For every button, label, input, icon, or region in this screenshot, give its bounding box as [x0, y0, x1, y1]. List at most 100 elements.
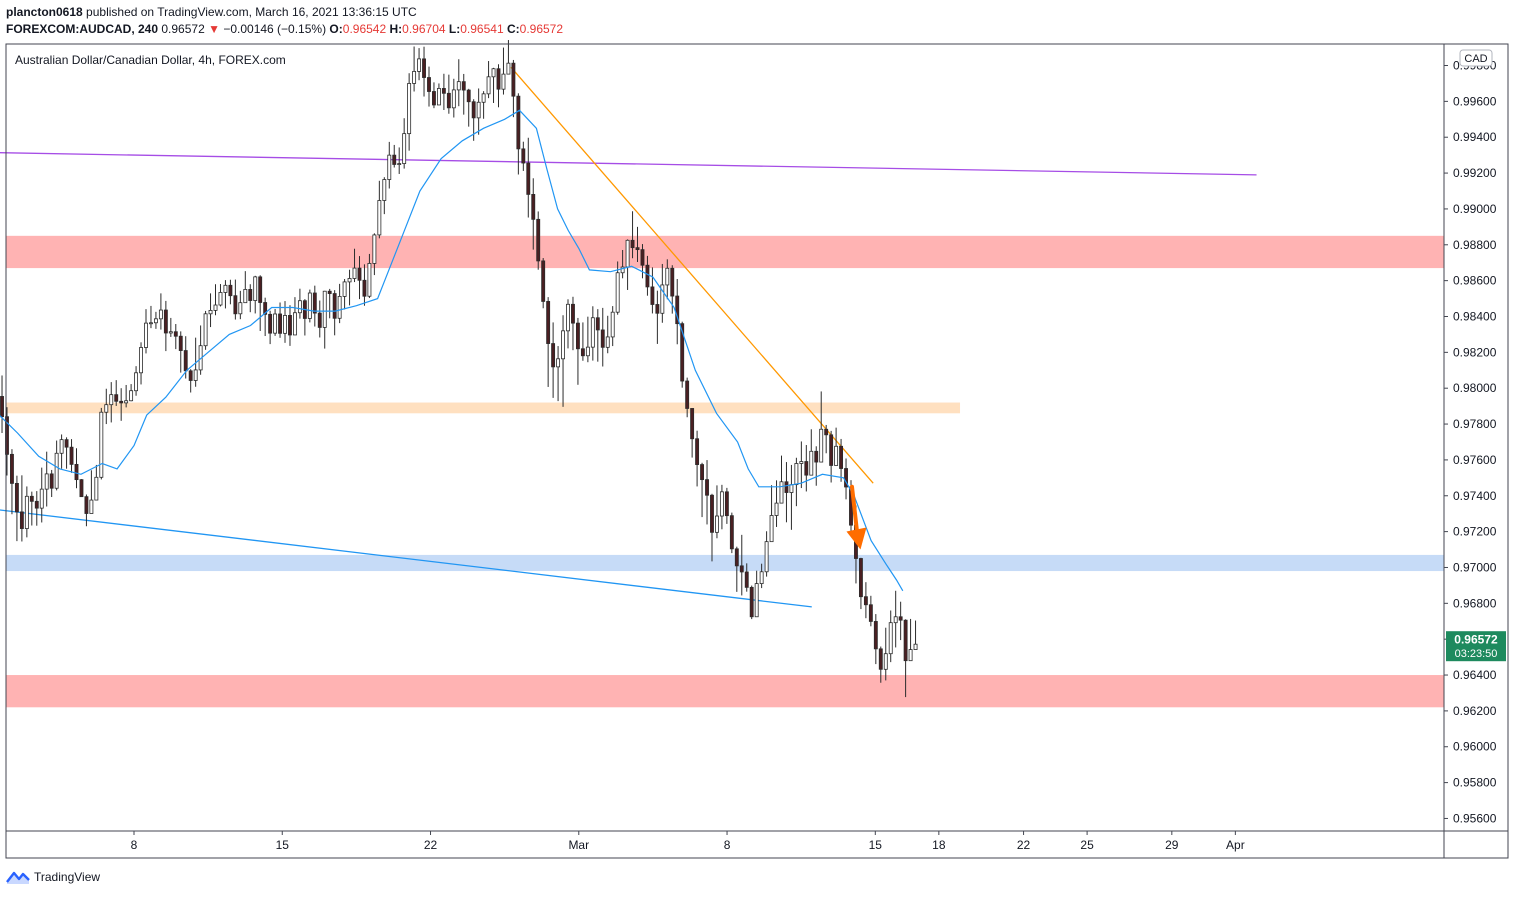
candle	[551, 322, 556, 398]
published-text: published on TradingView.com, March 16, …	[86, 5, 417, 19]
publisher-name[interactable]: plancton0618	[6, 5, 83, 19]
candle	[521, 141, 526, 171]
candle-body	[163, 309, 168, 334]
candle-body	[809, 450, 814, 476]
candle	[99, 407, 104, 480]
candle-body	[526, 162, 531, 195]
candle-body	[248, 289, 253, 301]
x-tick-label: 15	[276, 838, 290, 852]
candle	[536, 211, 541, 270]
candle-body	[158, 309, 163, 320]
zone-1	[6, 402, 961, 414]
candle-body	[84, 496, 89, 514]
y-tick-label: 0.97600	[1453, 453, 1497, 467]
candle-body	[59, 439, 64, 454]
candle	[878, 646, 883, 683]
x-tick-label: 8	[724, 838, 731, 852]
price-axis[interactable]: 0.998000.996000.994000.992000.990000.988…	[1444, 59, 1497, 826]
candle-body	[168, 331, 173, 334]
candle-body	[446, 92, 451, 109]
candle	[89, 470, 94, 514]
candle	[332, 290, 337, 336]
candle-body	[288, 315, 292, 336]
candle-body	[203, 313, 208, 347]
candle-body	[397, 163, 402, 165]
candle-body	[615, 272, 620, 313]
candle-body	[839, 445, 844, 469]
candle-body	[327, 290, 332, 294]
candle	[362, 264, 367, 306]
candle-body	[571, 303, 575, 324]
candle	[789, 464, 794, 530]
candle-body	[680, 323, 685, 382]
candle	[516, 93, 521, 175]
candle-body	[471, 101, 476, 119]
candle	[496, 64, 501, 108]
candle	[119, 388, 124, 421]
candle-body	[759, 571, 764, 585]
candle	[640, 244, 645, 279]
frame-border	[5, 43, 1509, 859]
candle	[575, 317, 580, 385]
candle-body	[412, 71, 417, 84]
candle	[213, 284, 218, 316]
candle	[223, 280, 228, 309]
currency-badge[interactable]: CAD	[1459, 49, 1493, 67]
zone-0	[6, 235, 1444, 269]
candle-body	[878, 648, 883, 670]
candle-body	[804, 461, 809, 476]
y-tick-label: 0.97400	[1453, 489, 1497, 503]
candle-body	[357, 267, 362, 281]
candle-body	[461, 81, 466, 91]
candle	[476, 88, 481, 135]
candle-body	[590, 317, 595, 348]
down-arrow-icon: ▼	[208, 22, 220, 36]
candle-body	[650, 286, 655, 305]
candle-body	[218, 292, 223, 306]
y-tick-label: 0.99200	[1453, 166, 1497, 180]
candle-body	[794, 463, 799, 486]
low-value: 0.96541	[460, 22, 504, 36]
candle	[868, 595, 873, 627]
candle	[342, 279, 347, 310]
candle	[873, 614, 878, 665]
candle-body	[79, 479, 84, 498]
candle-body	[342, 281, 347, 297]
candle-body	[580, 348, 585, 357]
candle	[695, 430, 700, 487]
candle	[392, 144, 397, 168]
candle	[0, 375, 4, 434]
candle-body	[64, 439, 69, 448]
candle	[600, 307, 605, 367]
candle-body	[620, 266, 625, 274]
candle	[422, 46, 426, 97]
candle	[655, 290, 660, 344]
candle	[660, 263, 665, 323]
candle	[293, 297, 297, 336]
high-value: 0.96704	[402, 22, 446, 36]
y-tick-label: 0.98200	[1453, 345, 1497, 359]
change-value: −0.00146 (−0.15%)	[223, 22, 327, 36]
candle-body	[24, 495, 29, 529]
candle-body	[610, 311, 615, 338]
candle	[715, 485, 719, 539]
candle-body	[89, 499, 94, 514]
candle	[84, 494, 89, 527]
candle-body	[44, 473, 49, 490]
footer-brand[interactable]: TradingView	[6, 869, 100, 885]
candle-body	[481, 93, 486, 103]
moving-average-line	[0, 109, 904, 592]
candle-body	[228, 284, 233, 297]
candle	[258, 275, 263, 332]
time-axis[interactable]: 8 15 22 Mar 8 15 18 22 25 29 Apr	[131, 831, 1245, 852]
candle	[158, 293, 163, 330]
candle	[769, 485, 774, 543]
candle-body	[541, 260, 546, 302]
candle	[809, 429, 814, 476]
candle-body	[779, 481, 784, 504]
candle-body	[700, 464, 704, 481]
candle	[645, 255, 650, 296]
arrow-shaft	[850, 484, 860, 538]
candle-body	[814, 450, 819, 463]
